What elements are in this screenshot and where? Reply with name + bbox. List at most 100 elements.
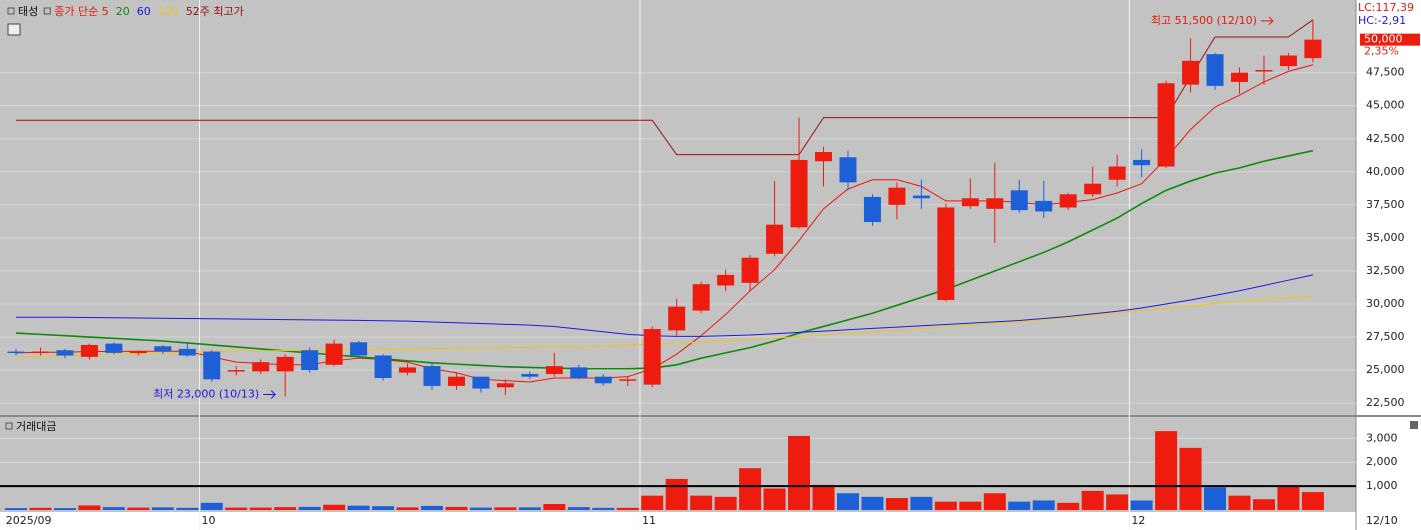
volume-bar xyxy=(1155,431,1178,510)
axis-background xyxy=(1356,0,1421,530)
candle-body xyxy=(203,351,221,380)
y-tick-label: 2,000 xyxy=(1366,455,1398,468)
volume-bar xyxy=(5,508,27,510)
volume-bar xyxy=(372,506,395,510)
volume-bar xyxy=(323,504,346,510)
volume-bar xyxy=(29,507,52,510)
volume-bar xyxy=(592,507,615,510)
volume-bar xyxy=(225,507,248,510)
volume-bar xyxy=(298,506,321,510)
volume-bar xyxy=(641,495,664,510)
volume-bar xyxy=(1204,487,1227,510)
change-label: 2,35% xyxy=(1364,45,1399,58)
volume-bar xyxy=(959,501,982,510)
volume-bar xyxy=(616,507,639,510)
volume-bar xyxy=(543,504,566,510)
legend-checkbox xyxy=(5,422,13,430)
volume-bar xyxy=(200,502,223,510)
candle-body xyxy=(766,224,784,254)
candle-body xyxy=(839,157,857,183)
candle-body xyxy=(350,342,368,356)
y-tick-label: 45,000 xyxy=(1366,99,1405,112)
x-tick-label: 10 xyxy=(202,514,216,527)
volume-bar xyxy=(78,505,101,510)
volume-bar xyxy=(763,488,786,510)
candle-body xyxy=(178,348,196,356)
volume-bar xyxy=(127,507,150,510)
candle-body xyxy=(374,355,392,378)
volume-bar xyxy=(53,508,76,510)
grid-icon[interactable] xyxy=(7,23,21,36)
volume-bar xyxy=(714,496,737,510)
y-tick-label: 1,000 xyxy=(1366,479,1398,492)
panel-button[interactable] xyxy=(1410,421,1418,429)
candle-body xyxy=(1231,72,1248,82)
volume-bar xyxy=(1057,502,1080,510)
legend-entry: 20 xyxy=(116,5,130,18)
candle-body xyxy=(447,376,465,386)
candle-body xyxy=(1084,183,1102,195)
legend-entry: 종가 단순 5 xyxy=(54,5,108,18)
volume-bar xyxy=(1179,447,1202,510)
y-tick-label: 42,500 xyxy=(1366,132,1405,145)
y-tick-label: 30,000 xyxy=(1366,297,1405,310)
indicator-line xyxy=(16,274,1314,337)
volume-bar xyxy=(1130,500,1153,510)
volume-bar xyxy=(469,507,492,510)
legend-entry: 120 xyxy=(158,5,179,18)
candle-body xyxy=(692,284,710,311)
candle-body xyxy=(80,344,98,357)
candle-body xyxy=(888,187,906,205)
candle-body xyxy=(937,207,955,301)
candle-body xyxy=(1182,60,1200,85)
x-axis-background xyxy=(0,512,1356,530)
candle-body xyxy=(741,257,759,283)
volume-bar xyxy=(274,507,297,510)
candle-body xyxy=(912,195,930,199)
volume-bar xyxy=(420,505,443,510)
candle-body xyxy=(619,379,637,381)
volume-bar xyxy=(812,484,835,510)
candle-body xyxy=(1059,194,1077,208)
candle-body xyxy=(1304,39,1322,59)
candle-body xyxy=(961,198,979,207)
legend-checkbox xyxy=(7,7,15,15)
candle-body xyxy=(815,151,833,162)
candle-body xyxy=(570,367,588,378)
volume-bar xyxy=(1032,500,1055,510)
candle-body xyxy=(1279,55,1297,67)
volume-bar xyxy=(1106,494,1129,510)
candle-body xyxy=(129,351,147,354)
volume-bar xyxy=(690,495,713,510)
candle-body xyxy=(227,370,245,372)
candle-body xyxy=(594,376,612,384)
candle-body xyxy=(863,196,881,223)
indicator-line xyxy=(15,149,1314,370)
y-tick-label: 22,500 xyxy=(1366,396,1405,409)
indicator-label: HC:-2,91 xyxy=(1358,14,1406,27)
candle-body xyxy=(496,383,514,388)
y-tick-label: 25,000 xyxy=(1366,363,1405,376)
candle-body xyxy=(643,329,661,385)
x-tick-label: 2025/09 xyxy=(6,514,52,527)
x-tick-label: 12 xyxy=(1131,514,1145,527)
candle-body xyxy=(1206,54,1224,86)
candle-body xyxy=(717,274,735,286)
candle-body xyxy=(154,346,172,352)
candle-body xyxy=(545,366,563,375)
candle-body xyxy=(252,362,270,372)
volume-bar xyxy=(347,505,370,510)
indicator-line xyxy=(15,295,1313,358)
y-tick-label: 27,500 xyxy=(1366,330,1405,343)
volume-bar xyxy=(934,501,957,510)
candle-body xyxy=(668,306,686,331)
candle-body xyxy=(105,343,123,353)
candle-body xyxy=(1035,200,1053,212)
volume-bar xyxy=(861,496,884,510)
y-tick-label: 32,500 xyxy=(1366,264,1405,277)
annotation: 최저 23,000 (10/13) xyxy=(153,387,259,400)
y-tick-label: 3,000 xyxy=(1366,431,1398,444)
candle-body xyxy=(301,350,319,371)
candle-body xyxy=(276,356,294,372)
